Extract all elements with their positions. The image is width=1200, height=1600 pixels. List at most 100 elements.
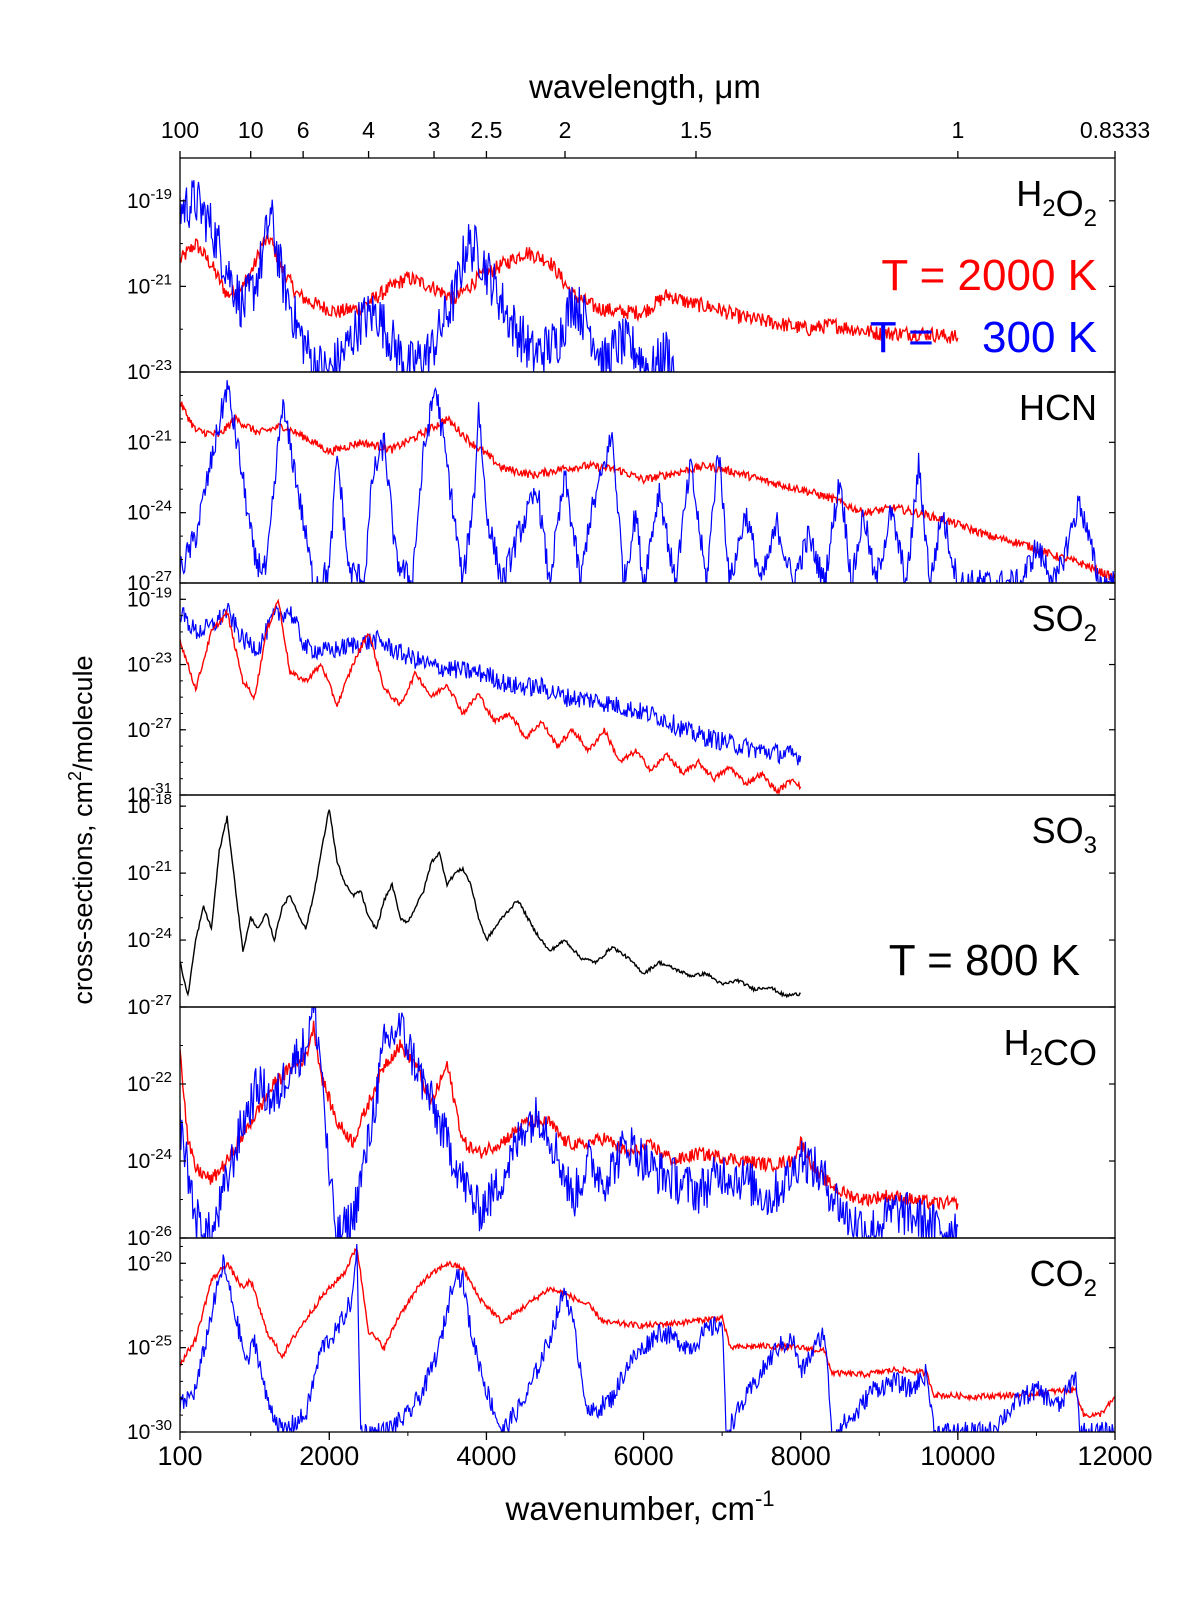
y-axis-label-sup: 2 [65, 771, 85, 781]
y-tick-label-base: 10 [127, 431, 150, 454]
panel-label-part: O [1056, 183, 1084, 224]
y-tick-label-base: 10 [127, 1227, 150, 1250]
panel-label-sub: 3 [1084, 832, 1097, 859]
panel-SO2 [180, 598, 802, 795]
y-tick-label-base: 10 [127, 929, 150, 952]
legend-cold-prefix: T = [870, 313, 946, 362]
y-tick-label: 10-24 [127, 498, 172, 525]
y-tick-label-base: 10 [127, 1337, 150, 1360]
x-axis-label: wavenumber, cm-1 [505, 1486, 775, 1527]
top-tick-label: 10 [238, 117, 264, 143]
top-tick-label: 2.5 [470, 117, 502, 143]
y-tick-label-exp: -24 [150, 925, 172, 942]
y-tick-label: 10-23 [127, 357, 172, 384]
panel-label-HCN: HCN [1019, 387, 1097, 428]
y-tick-label-base: 10 [127, 502, 150, 525]
y-tick-label-exp: -22 [150, 1069, 172, 1086]
panel-label-SO3: SO3 [1032, 810, 1097, 859]
series-line-SO3-0 [180, 809, 801, 999]
panel-label-sub: 2 [1084, 205, 1097, 232]
y-tick-label-exp: -27 [150, 992, 172, 1009]
y-tick-label-base: 10 [127, 795, 150, 818]
y-tick-label-exp: -21 [150, 427, 172, 444]
panel-frame-H2CO [179, 1006, 1116, 1239]
y-tick-label: 10-24 [127, 1146, 172, 1173]
y-tick-label-base: 10 [127, 654, 150, 677]
y-tick-label: 10-27 [127, 715, 172, 742]
top-tick-label: 1 [951, 117, 964, 143]
y-tick-label-exp: -23 [150, 357, 172, 374]
top-tick-label: 3 [428, 117, 441, 143]
panel-HCN [180, 380, 1115, 583]
y-tick-label-base: 10 [127, 1150, 150, 1173]
series-line-H2CO-1 [180, 1007, 959, 1238]
y-tick-label-exp: -19 [150, 584, 172, 601]
top-tick-label: 100 [161, 117, 199, 143]
panels [180, 180, 1115, 1432]
y-tick-label-exp: -25 [150, 1333, 172, 1350]
series-line-CO2-1 [180, 1243, 1115, 1432]
legend-hot: T = 2000 K [881, 251, 1097, 300]
y-tick-label: 10-25 [127, 1333, 172, 1360]
panel-label-sub: 2 [1042, 195, 1055, 222]
series-line-SO2-1 [180, 598, 802, 795]
x-tick-label: 100 [157, 1441, 202, 1471]
panel-frame-SO2 [179, 582, 1116, 796]
y-tick-label-base: 10 [127, 996, 150, 1019]
y-tick-label-exp: -31 [150, 780, 172, 797]
top-tick-label: 2 [559, 117, 572, 143]
y-tick-label: 10-27 [127, 568, 172, 595]
y-tick-label-exp: -26 [150, 1223, 172, 1240]
panel-label-part: HCN [1019, 387, 1097, 428]
labels: 10-1910-2110-23H2O210-2110-2410-27HCN10-… [65, 68, 1153, 1527]
series-line-H2CO-0 [180, 1020, 959, 1211]
y-tick-label: 10-27 [127, 992, 172, 1019]
top-axis-label-unit: μm [714, 68, 761, 105]
panel-label-part: SO [1032, 810, 1084, 851]
x-tick-label: 6000 [614, 1441, 674, 1471]
y-tick-label-base: 10 [127, 784, 150, 807]
legend-cold: T = 300 K [870, 313, 1097, 362]
y-tick-label-exp: -19 [150, 186, 172, 203]
top-axis-label: wavelength, μm [528, 68, 761, 105]
panel-label-CO2: CO2 [1030, 1253, 1097, 1302]
panel-CO2 [180, 1243, 1115, 1432]
legend-cold-value: 300 K [982, 313, 1097, 362]
y-tick-label: 10-23 [127, 650, 172, 677]
y-tick-label-exp: -21 [150, 271, 172, 288]
series-line-HCN-0 [180, 401, 1115, 581]
y-axis-label-rest: /molecule [68, 655, 98, 771]
y-tick-label-base: 10 [127, 862, 150, 885]
axes [179, 151, 1116, 1440]
panel-frame-CO2 [179, 1237, 1116, 1433]
y-tick-label-exp: -21 [150, 858, 172, 875]
panel-annotation: T = 800 K [889, 936, 1080, 985]
series-line-HCN-1 [180, 380, 1115, 583]
y-tick-label-base: 10 [127, 275, 150, 298]
y-tick-label-exp: -23 [150, 650, 172, 667]
panel-label-sub: 2 [1030, 1044, 1043, 1071]
y-tick-label: 10-21 [127, 858, 172, 885]
panel-label-part: CO [1030, 1253, 1084, 1294]
x-tick-label: 10000 [920, 1441, 995, 1471]
y-tick-label: 10-19 [127, 584, 172, 611]
y-tick-label-exp: -18 [150, 791, 172, 808]
y-tick-label: 10-21 [127, 271, 172, 298]
series-line-H2O2-1 [180, 180, 675, 372]
panel-label-part: H [1004, 1022, 1030, 1063]
panel-label-sub: 2 [1084, 620, 1097, 647]
series-line-H2O2-0 [180, 233, 959, 344]
top-axis-label-main: wavelength, [528, 68, 714, 105]
x-tick-label: 2000 [299, 1441, 359, 1471]
panel-label-H2CO: H2CO [1004, 1022, 1097, 1073]
panel-label-part: SO [1032, 598, 1084, 639]
y-axis-label-main: cross-sections, cm [68, 781, 98, 1005]
y-tick-label-base: 10 [127, 1073, 150, 1096]
y-tick-label: 10-19 [127, 186, 172, 213]
y-tick-label: 10-20 [127, 1248, 172, 1275]
top-tick-label: 0.8333 [1080, 117, 1150, 143]
x-tick-label: 4000 [456, 1441, 516, 1471]
y-tick-label: 10-30 [127, 1417, 172, 1444]
series-line-CO2-0 [180, 1246, 1115, 1419]
